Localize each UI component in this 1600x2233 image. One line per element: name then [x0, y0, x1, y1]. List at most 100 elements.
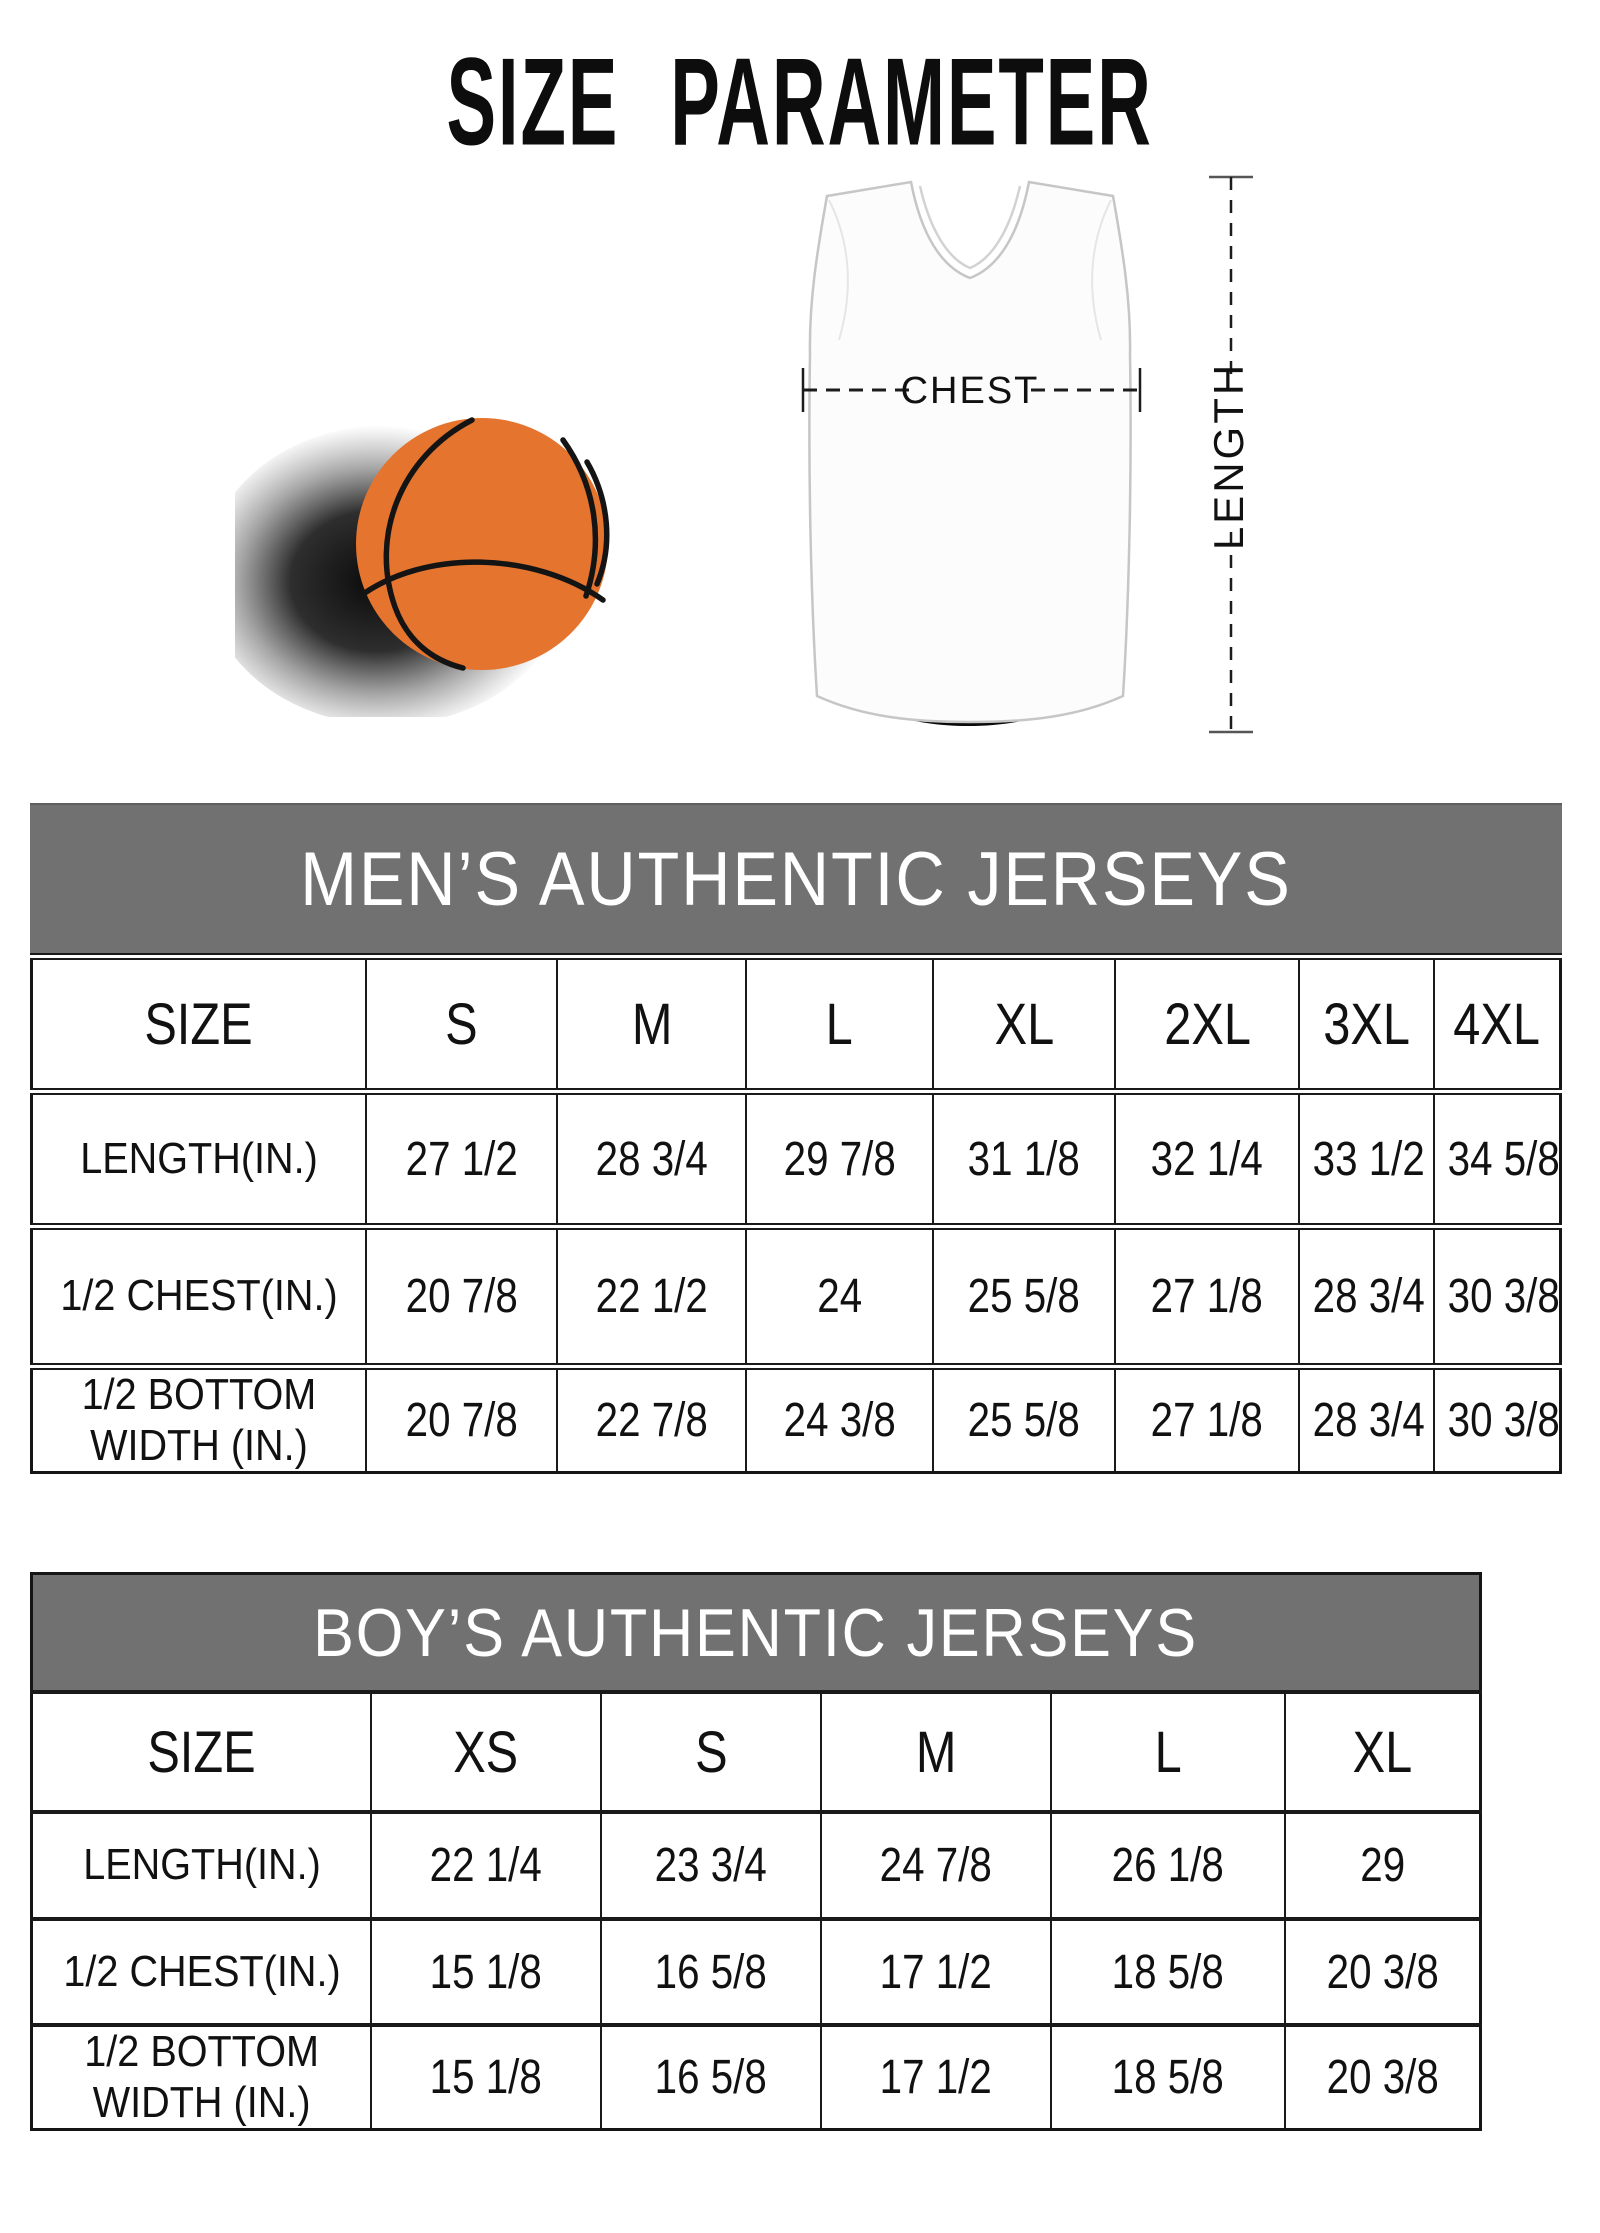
- measure-value-text: 17 1/2: [879, 1945, 992, 1999]
- basketball-icon: [235, 417, 610, 717]
- jersey-icon: CHEST: [801, 180, 1142, 727]
- measure-value-cell: 16 5/8: [600, 2023, 822, 2131]
- measure-value-text: 22 1/2: [595, 1270, 708, 1323]
- measure-value-text: 30 3/8: [1447, 1270, 1560, 1323]
- measure-value-text: 24: [817, 1270, 862, 1323]
- size-header-text: L: [825, 991, 854, 1057]
- measure-value-cell: 30 3/8: [1432, 1223, 1562, 1368]
- jersey-armhole-left-line: [828, 199, 849, 341]
- size-header-row: SIZE S M L XL 2XL 3XL 4XL: [30, 953, 1562, 1093]
- measure-value-text: 25 5/8: [968, 1270, 1081, 1323]
- measure-value-text: 20 3/8: [1326, 2051, 1439, 2105]
- measure-value-cell: 28 3/4: [1298, 1362, 1435, 1474]
- measure-value-text: 22 1/4: [430, 1839, 543, 1892]
- measure-row: 1/2 BOTTOM WIDTH (IN.) 20 7/8 22 7/8 24 3/8…: [30, 1362, 1562, 1474]
- measure-value-cell: 24: [745, 1223, 934, 1368]
- size-header-text: SIZE: [147, 1719, 256, 1785]
- measure-value-cell: 20 7/8: [364, 1223, 559, 1368]
- measure-value-cell: 18 5/8: [1049, 2023, 1287, 2131]
- size-col-header-2xl: 2XL: [1114, 953, 1301, 1093]
- size-header-text: SIZE: [144, 991, 254, 1057]
- measure-value-text: 27 1/8: [1151, 1394, 1264, 1448]
- size-header-text: M: [915, 1719, 957, 1785]
- length-dimension: LENGTH: [1205, 175, 1253, 734]
- measure-row: 1/2 BOTTOM WIDTH (IN.) 15 1/8 16 5/8 17 1/2…: [30, 2023, 1482, 2131]
- size-col-header-m: M: [556, 953, 748, 1093]
- measure-value-cell: 25 5/8: [931, 1223, 1117, 1368]
- measure-value-text: 22 7/8: [595, 1394, 708, 1448]
- measure-value-text: 16 5/8: [654, 1945, 768, 1999]
- measure-value-text: 20 7/8: [405, 1394, 518, 1448]
- measure-value-cell: 20 3/8: [1284, 2023, 1482, 2131]
- measure-row-label: 1/2 BOTTOM WIDTH (IN.): [30, 1362, 367, 1474]
- measure-value-cell: 17 1/2: [819, 2023, 1052, 2131]
- measure-value-cell: 33 1/2: [1298, 1088, 1435, 1228]
- mens-table-title: MEN’S AUTHENTIC JERSEYS: [30, 803, 1562, 953]
- measure-value-cell: 18 5/8: [1049, 1917, 1287, 2026]
- measure-row: LENGTH(IN.) 22 1/4 23 3/4 24 7/8 26 1/8 29: [30, 1810, 1482, 1920]
- boys-table-title-text: BOY’S AUTHENTIC JERSEYS: [313, 1594, 1199, 1671]
- measure-row-label-text: LENGTH(IN.): [82, 1840, 321, 1890]
- page-title-text: SIZE PARAMETER: [446, 32, 1154, 172]
- mens-size-table: SIZE S M L XL 2XL 3XL 4XL LENGTH(IN.) 27 1/2 28 3/…: [30, 953, 1562, 1475]
- size-row-label: SIZE: [30, 953, 367, 1093]
- measure-row-label-text: 1/2 BOTTOM WIDTH (IN.): [84, 2027, 320, 2127]
- size-header-row: SIZE XS S M L XL: [30, 1690, 1482, 1813]
- size-col-header-xl: XL: [931, 953, 1117, 1093]
- measure-value-cell: 22 7/8: [556, 1362, 748, 1474]
- measure-value-text: 16 5/8: [654, 2051, 768, 2105]
- size-col-header-m: M: [819, 1690, 1052, 1813]
- measure-value-cell: 29 7/8: [745, 1088, 934, 1228]
- measure-value-text: 28 3/4: [1312, 1270, 1425, 1323]
- measure-value-text: 18 5/8: [1112, 1945, 1225, 1999]
- jersey-armhole-right-line: [1091, 199, 1112, 341]
- size-col-header-l: L: [745, 953, 934, 1093]
- measure-value-cell: 28 3/4: [556, 1088, 748, 1228]
- jersey-collar-line: [918, 185, 1022, 270]
- measure-value-cell: 27 1/2: [364, 1088, 559, 1228]
- measure-row: LENGTH(IN.) 27 1/2 28 3/4 29 7/8 31 1/8 32 1/…: [30, 1088, 1562, 1228]
- measure-value-cell: 26 1/8: [1049, 1810, 1287, 1920]
- measure-value-cell: 24 3/8: [745, 1362, 934, 1474]
- size-col-header-4xl: 4XL: [1432, 953, 1562, 1093]
- mens-table-title-text: MEN’S AUTHENTIC JERSEYS: [300, 836, 1292, 922]
- measure-value-text: 30 3/8: [1447, 1394, 1560, 1448]
- ball-seams: [356, 417, 610, 671]
- measure-value-cell: 16 5/8: [600, 1917, 822, 2026]
- size-col-header-3xl: 3XL: [1298, 953, 1435, 1093]
- boys-jerseys-section: BOY’S AUTHENTIC JERSEYS SIZE XS S M L XL LENGT…: [30, 1572, 1482, 2132]
- measure-value-cell: 24 7/8: [819, 1810, 1052, 1920]
- size-col-header-xl: XL: [1284, 1690, 1482, 1813]
- measure-value-cell: 17 1/2: [819, 1917, 1052, 2026]
- measure-value-cell: 22 1/2: [556, 1223, 748, 1368]
- measure-row: 1/2 CHEST(IN.) 15 1/8 16 5/8 17 1/2 18 5/8 20…: [30, 1917, 1482, 2026]
- measure-row-label: LENGTH(IN.): [30, 1810, 373, 1920]
- measure-value-cell: 20 3/8: [1284, 1917, 1482, 2026]
- measure-row-label-text: 1/2 CHEST(IN.): [60, 1271, 338, 1321]
- chest-label: CHEST: [901, 370, 1040, 412]
- measure-value-text: 15 1/8: [430, 2051, 543, 2105]
- measure-value-text: 34 5/8: [1447, 1132, 1560, 1186]
- measure-value-cell: 27 1/8: [1114, 1362, 1301, 1474]
- measure-value-cell: 29: [1284, 1810, 1482, 1920]
- measure-value-text: 20 3/8: [1326, 1945, 1439, 1999]
- measure-value-text: 28 3/4: [1312, 1394, 1425, 1448]
- measure-value-text: 27 1/8: [1151, 1270, 1264, 1323]
- measure-value-text: 26 1/8: [1112, 1839, 1225, 1892]
- measure-value-cell: 15 1/8: [370, 1917, 603, 2026]
- measure-value-cell: 32 1/4: [1114, 1088, 1301, 1228]
- measure-value-text: 29: [1360, 1839, 1406, 1892]
- measure-value-cell: 27 1/8: [1114, 1223, 1301, 1368]
- size-header-text: XL: [1352, 1719, 1413, 1785]
- size-col-header-xs: XS: [370, 1690, 603, 1813]
- measure-value-text: 18 5/8: [1112, 2051, 1225, 2105]
- size-row-label: SIZE: [30, 1690, 373, 1813]
- measure-value-text: 33 1/2: [1312, 1132, 1425, 1186]
- measure-row-label: 1/2 CHEST(IN.): [30, 1223, 367, 1368]
- size-header-text: 2XL: [1163, 991, 1251, 1057]
- size-header-text: XS: [453, 1719, 519, 1785]
- measure-value-text: 15 1/8: [430, 1945, 543, 1999]
- jersey-body: [808, 180, 1132, 724]
- measure-value-cell: 22 1/4: [370, 1810, 603, 1920]
- page-title: SIZE PARAMETER: [0, 30, 1600, 171]
